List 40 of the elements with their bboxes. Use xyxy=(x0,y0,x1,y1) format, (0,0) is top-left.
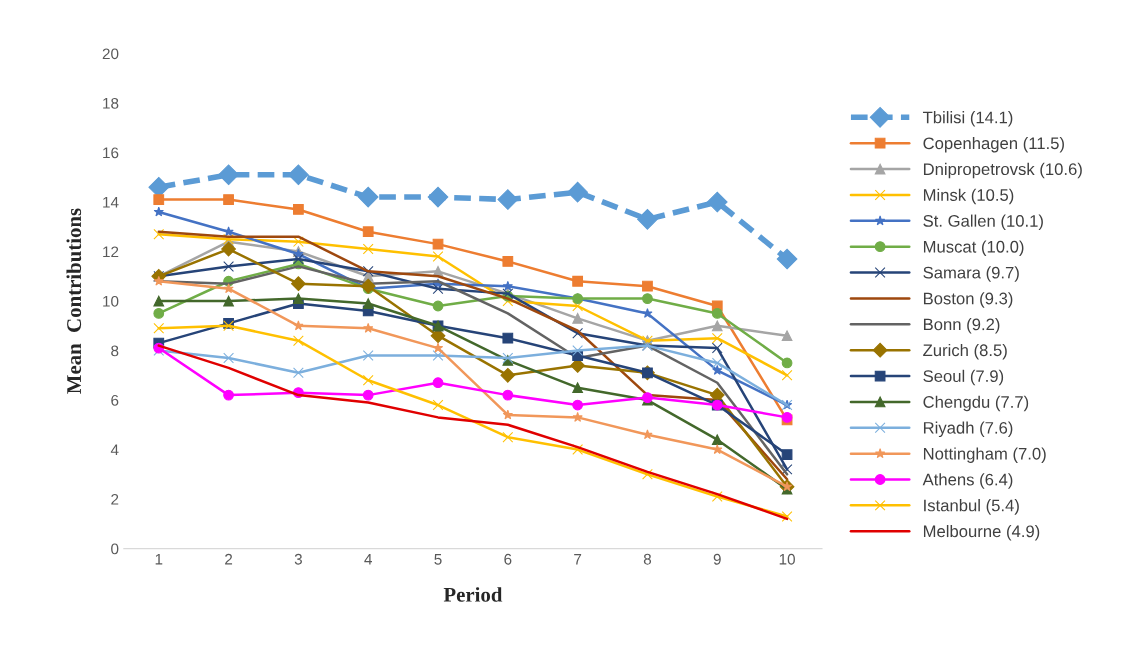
legend-label: Riyadh (7.6) xyxy=(923,421,1013,438)
y-tick-label: 18 xyxy=(103,97,119,109)
y-tick-label: 12 xyxy=(103,246,119,258)
x-tick-label: 9 xyxy=(713,553,721,565)
x-tick-label: 3 xyxy=(294,553,302,565)
legend-label: Muscat (10.0) xyxy=(923,240,1024,256)
y-tick-label: 10 xyxy=(103,295,119,307)
legend-label: St. Gallen (10.1) xyxy=(923,214,1043,231)
legend-label: Minsk (10.5) xyxy=(923,188,1014,205)
legend-label: Copenhagen (11.5) xyxy=(923,136,1064,153)
x-tick-label: 8 xyxy=(643,553,652,565)
legend-label: Nottingham (7.0) xyxy=(923,447,1046,463)
y-tick-label: 0 xyxy=(111,543,119,555)
legend-label: Istanbul (5.4) xyxy=(924,499,1019,515)
y-axis-title: Mean Contributions xyxy=(66,208,82,394)
x-tick-label: 10 xyxy=(779,553,795,565)
y-tick-label: 8 xyxy=(111,345,119,357)
x-tick-label: 5 xyxy=(434,554,442,565)
legend-label: Tbilisi (14.1) xyxy=(922,111,1013,127)
legend-label: Bonn (9.2) xyxy=(923,318,1000,334)
y-tick-label: 4 xyxy=(110,444,119,456)
legend-label: Athens (6.4) xyxy=(922,473,1013,489)
y-tick-label: 2 xyxy=(111,493,119,505)
x-axis-title: Period xyxy=(443,587,503,602)
y-tick-label: 14 xyxy=(103,197,119,208)
x-tick-label: 6 xyxy=(504,553,512,565)
legend-label: Dnipropetrovsk (10.6) xyxy=(923,162,1082,179)
x-tick-label: 7 xyxy=(574,554,582,565)
legend-label: Zurich (8.5) xyxy=(923,343,1007,360)
legend-label: Melbourne (4.9) xyxy=(923,524,1040,541)
legend-label: Boston (9.3) xyxy=(923,292,1013,308)
y-tick-label: 16 xyxy=(103,147,119,159)
legend-label: Seoul (7.9) xyxy=(923,369,1004,386)
x-tick-label: 2 xyxy=(225,553,233,565)
y-tick-label: 6 xyxy=(111,394,119,406)
x-tick-label: 4 xyxy=(364,554,372,565)
legend-label: Chengdu (7.7) xyxy=(923,395,1029,412)
y-tick-label: 20 xyxy=(102,48,119,60)
legend-label: Samara (9.7) xyxy=(923,266,1019,282)
x-tick-label: 1 xyxy=(155,554,163,565)
